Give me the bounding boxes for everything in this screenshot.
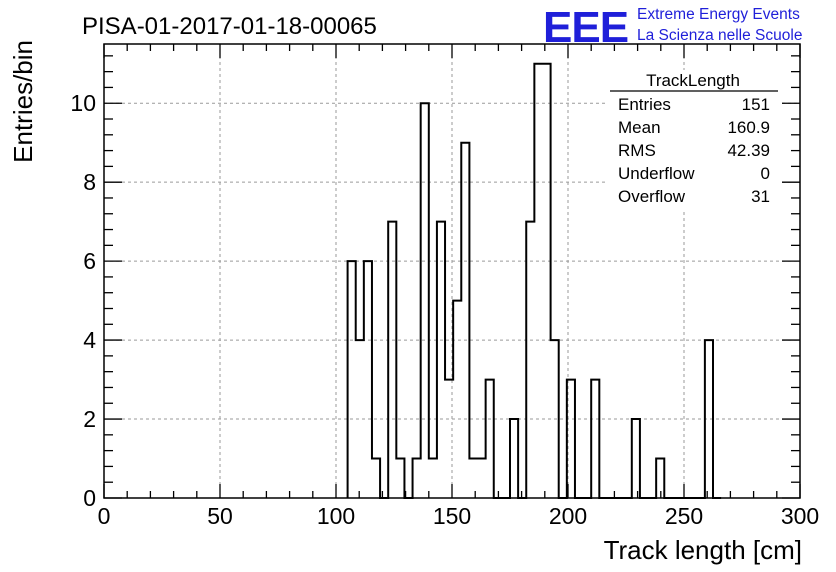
x-tick-label: 100: [317, 503, 355, 529]
histogram-bin: [510, 419, 518, 498]
axis-ticks: [103, 44, 801, 499]
histogram-bin: [348, 261, 356, 498]
y-tick-label: 4: [83, 327, 96, 353]
x-tick-label: 0: [98, 503, 111, 529]
histogram-bin: [364, 261, 372, 498]
stats-box: TrackLength Entries 151 Mean 160.9 RMS 42.39 U…: [606, 70, 780, 210]
y-tick-label: 8: [83, 169, 96, 195]
x-tick-label: 250: [665, 503, 703, 529]
y-tick-label: 6: [83, 248, 96, 274]
stats-label: Overflow: [618, 187, 686, 206]
stats-label: Underflow: [618, 164, 695, 183]
stats-value: 31: [751, 187, 770, 206]
histogram-bin: [486, 380, 494, 498]
histogram-bin: [469, 459, 477, 498]
histogram-bin: [591, 380, 599, 498]
x-tick-label: 300: [781, 503, 819, 529]
y-tick-label: 2: [83, 406, 96, 432]
histogram-bin: [567, 380, 575, 498]
histogram-bin: [388, 222, 396, 498]
stats-label: Mean: [618, 118, 661, 137]
histogram-bin: [445, 380, 453, 498]
histogram-bin: [372, 459, 380, 498]
histogram-bin: [413, 459, 421, 498]
logo-line-2: La Scienza nelle Scuole: [637, 27, 802, 44]
y-axis-label: Entries/bin: [8, 40, 38, 163]
eee-logo: EEE Extreme Energy Events La Scienza nel…: [543, 3, 802, 52]
histogram-bin: [461, 143, 469, 498]
histogram-bin: [429, 459, 437, 498]
y-tick-label: 0: [83, 485, 96, 511]
x-tick-label: 200: [549, 503, 587, 529]
histogram-bin: [453, 301, 461, 498]
run-title: PISA-01-2017-01-18-00065: [82, 13, 377, 40]
stats-title: TrackLength: [646, 71, 740, 90]
histogram-bin: [542, 64, 550, 498]
y-tick-label: 10: [70, 90, 96, 116]
x-axis-label: Track length [cm]: [604, 535, 802, 565]
histogram-bin: [396, 459, 404, 498]
logo-line-1: Extreme Energy Events: [637, 6, 800, 23]
histogram-bin: [421, 103, 429, 498]
histogram-bin: [632, 419, 640, 498]
histogram-bin: [478, 459, 486, 498]
stats-label: RMS: [618, 141, 656, 160]
x-tick-label: 50: [207, 503, 233, 529]
stats-value: 160.9: [727, 118, 770, 137]
y-tick-labels: 0 2 4 6 8 10: [70, 90, 96, 511]
stats-value: 151: [742, 95, 770, 114]
histogram-bin: [437, 222, 445, 498]
x-tick-label: 150: [433, 503, 471, 529]
stats-label: Entries: [618, 95, 671, 114]
stats-value: 42.39: [727, 141, 770, 160]
x-tick-labels: 0 50 100 150 200 250 300: [98, 503, 820, 529]
histogram-bin: [526, 222, 534, 498]
stats-value: 0: [761, 164, 770, 183]
grid-lines: [104, 44, 800, 498]
histogram-bin: [534, 64, 542, 498]
